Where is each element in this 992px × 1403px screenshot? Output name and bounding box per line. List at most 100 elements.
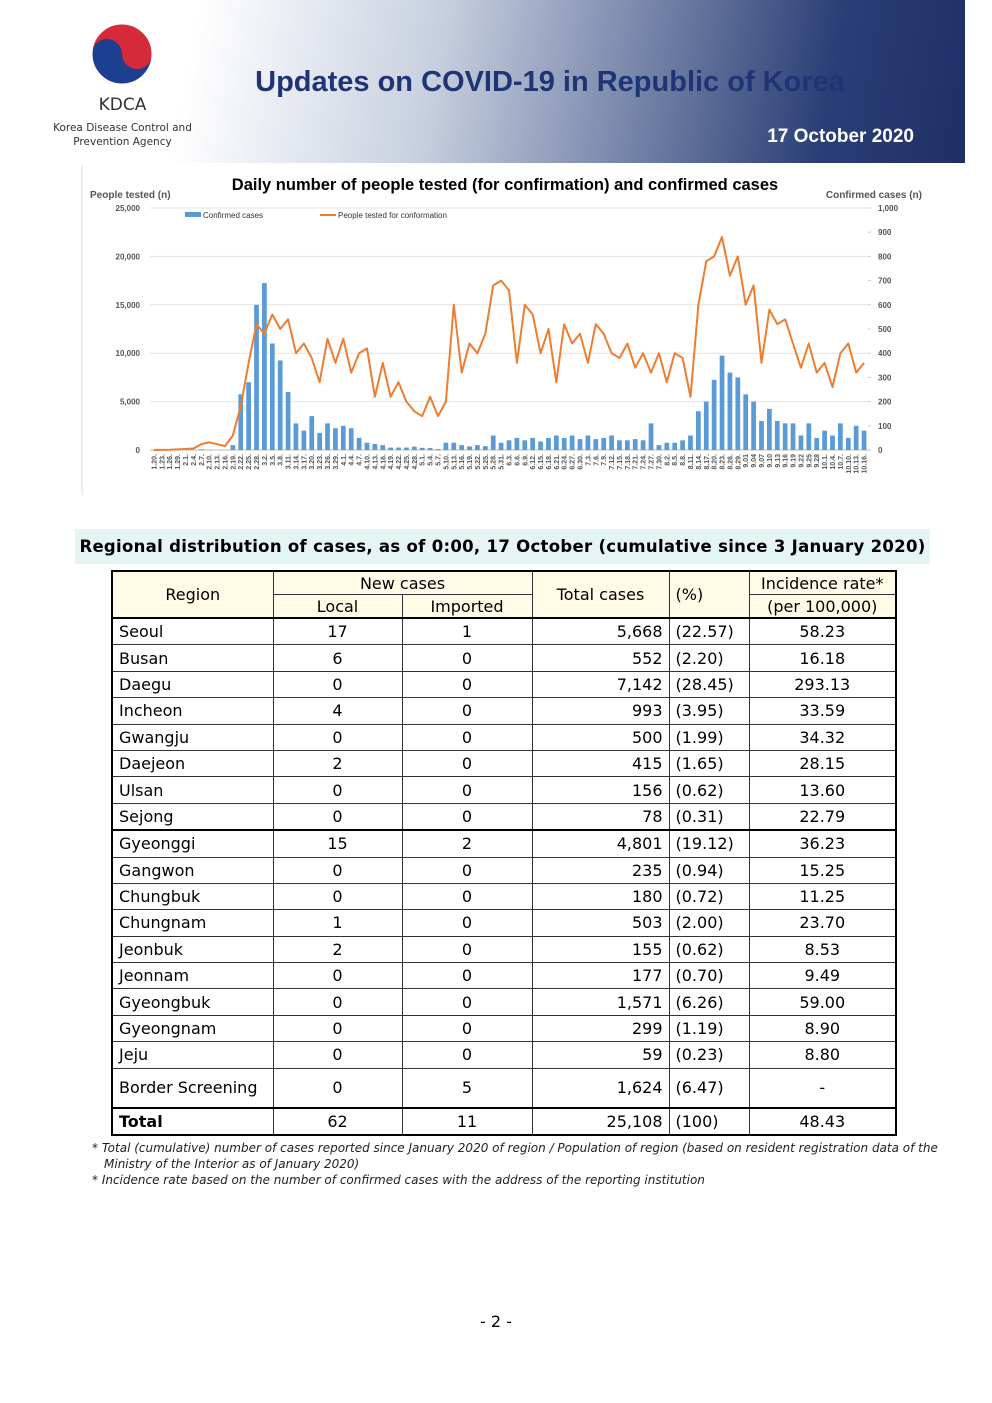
table-cell: 62 <box>272 1107 403 1136</box>
x-tick-label: 7.15. <box>617 454 624 470</box>
table-row: Jeonnam 0 0 177 (0.70) 9.49 <box>111 962 897 990</box>
table-cell: 0 <box>401 723 533 751</box>
table-cell: 2 <box>272 935 403 964</box>
x-tick-label: 7.12. <box>609 454 616 470</box>
table-row: Jeonbuk 2 0 155 (0.62) 8.53 <box>111 935 897 964</box>
table-cell: (0.62) <box>668 776 750 804</box>
table-cell: 0 <box>272 802 403 831</box>
x-tick-label: 8.11. <box>688 454 695 469</box>
table-cell: 415 <box>531 749 670 778</box>
bar <box>522 440 528 450</box>
table-cell: 0 <box>272 1041 403 1069</box>
table-cell: (28.45) <box>668 670 750 699</box>
table-cell: 1 <box>401 617 533 646</box>
chart: Daily number of people tested (for confi… <box>81 165 922 495</box>
x-tick-label: 8.14. <box>696 454 703 470</box>
header-cell: New cases <box>272 570 533 595</box>
bar <box>230 445 236 450</box>
x-tick-label: 10.16. <box>862 454 869 474</box>
table-cell: 59 <box>531 1041 670 1069</box>
x-tick-label: 9.01 <box>743 454 750 468</box>
bar <box>632 439 638 450</box>
x-tick-label: 2.16. <box>222 454 229 470</box>
y-tick-label: 25,000 <box>116 204 141 213</box>
table-cell: 0 <box>272 1067 403 1109</box>
table-cell: 8.90 <box>748 1014 897 1043</box>
table-cell: 503 <box>531 909 670 937</box>
table-cell: 993 <box>531 697 670 725</box>
x-tick-label: 2.10. <box>207 454 214 470</box>
x-tick-label: 4.22. <box>396 454 403 470</box>
table-cell: 11.25 <box>748 882 897 911</box>
table-cell: 156 <box>531 776 670 804</box>
x-tick-label: 6.27. <box>570 454 577 470</box>
legend-label: Confirmed cases <box>203 211 263 220</box>
bar <box>372 443 378 450</box>
bar <box>561 437 567 450</box>
x-tick-label: 5.10. <box>443 454 450 470</box>
bar <box>861 430 867 450</box>
bar <box>790 423 796 450</box>
x-tick-label: 2.7. <box>199 454 206 466</box>
x-tick-label: 3.29. <box>333 454 340 470</box>
bar <box>514 437 520 450</box>
header-band <box>0 0 965 163</box>
table-cell: 16.18 <box>748 644 897 672</box>
table-cell: 9.49 <box>748 962 897 990</box>
table-cell: (1.99) <box>668 723 750 751</box>
table-cell: 0 <box>272 988 403 1016</box>
bar <box>664 442 670 450</box>
table-row: Busan 6 0 552 (2.20) 16.18 <box>111 644 897 672</box>
y2-tick-label: 200 <box>878 398 892 407</box>
x-tick-label: 2.28. <box>254 454 261 470</box>
table-row: Total 62 11 25,108 (100) 48.43 <box>111 1107 897 1136</box>
x-tick-label: 8.29. <box>735 454 742 470</box>
table-cell: 8.80 <box>748 1041 897 1069</box>
table-cell: 0 <box>401 1014 533 1043</box>
x-tick-label: 4.28. <box>412 454 419 470</box>
agency-name: Korea Disease Control and <box>53 122 192 134</box>
x-tick-label: 8.2. <box>664 454 671 466</box>
table-cell: 0 <box>272 962 403 990</box>
bar <box>506 440 512 450</box>
y2-axis-label: Confirmed cases (n) <box>826 190 922 201</box>
table-row: Ulsan 0 0 156 (0.62) 13.60 <box>111 776 897 804</box>
table-cell: 1,571 <box>531 988 670 1016</box>
x-tick-label: 3.20. <box>309 454 316 470</box>
table: Region New cases Total cases (%) Incidence r… <box>111 570 897 1137</box>
table-cell: 34.32 <box>748 723 897 751</box>
header-cell: (%) <box>668 570 750 619</box>
table-cell: (22.57) <box>668 617 750 646</box>
y2-tick-label: 700 <box>878 277 892 286</box>
table-cell: (0.31) <box>668 802 750 831</box>
x-tick-label: 4.10. <box>364 454 371 470</box>
y2-tick-label: 800 <box>878 252 892 261</box>
x-tick-label: 9.22 <box>798 454 805 468</box>
table-cell: (19.12) <box>668 829 750 858</box>
bar <box>285 391 291 450</box>
bar <box>238 394 244 450</box>
x-tick-label: 9.07 <box>759 454 766 468</box>
bar <box>482 446 488 450</box>
bar <box>688 435 693 450</box>
table-cell: Incheon <box>111 697 274 725</box>
x-tick-label: 6.24. <box>562 454 569 470</box>
x-tick-label: 8.17. <box>704 454 711 470</box>
header-cell: Region <box>111 570 274 619</box>
table-row: Seoul 17 1 5,668 (22.57) 58.23 <box>111 617 897 646</box>
bar <box>838 423 843 450</box>
table-cell: 2 <box>401 829 533 858</box>
x-tick-label: 5.25. <box>483 454 490 470</box>
x-tick-label: 4.13. <box>372 454 379 470</box>
x-tick-label: 6.12. <box>530 454 537 470</box>
table-cell: 0 <box>401 1041 533 1069</box>
header-cell: Incidence rate* <box>748 570 897 595</box>
table-cell: 6 <box>272 644 403 672</box>
x-tick-label: 10.13. <box>854 454 861 474</box>
y2-tick-label: 100 <box>878 422 892 431</box>
table-cell: Jeonnam <box>111 962 274 990</box>
x-tick-label: 7.24. <box>641 454 648 470</box>
table-cell: 0 <box>401 882 533 911</box>
table-cell: Chungnam <box>111 909 274 937</box>
